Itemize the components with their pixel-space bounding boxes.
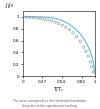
Point: [58, 23, 60, 24]
Point: [85, 50, 87, 52]
Point: [87, 55, 89, 57]
Point: [36, 17, 38, 19]
Point: [40, 18, 42, 19]
Text: The curve corresponds to the theoretical formulation,
the points to the experime: The curve corresponds to the theoretical…: [13, 99, 87, 108]
Point: [22, 16, 24, 18]
Point: [90, 61, 91, 63]
X-axis label: $T/T_c$: $T/T_c$: [53, 85, 64, 94]
Point: [33, 17, 34, 19]
Point: [54, 21, 56, 23]
Point: [65, 26, 67, 28]
Point: [29, 17, 31, 18]
Point: [47, 19, 49, 21]
Point: [91, 66, 92, 68]
Point: [26, 16, 27, 18]
Point: [83, 46, 85, 48]
Point: [62, 24, 63, 26]
Y-axis label: $J/J_0$: $J/J_0$: [5, 1, 14, 9]
Point: [92, 71, 94, 73]
Point: [69, 29, 70, 31]
Point: [72, 32, 74, 34]
Point: [51, 20, 52, 22]
Point: [79, 40, 81, 42]
Point: [76, 36, 77, 37]
Point: [44, 18, 45, 20]
